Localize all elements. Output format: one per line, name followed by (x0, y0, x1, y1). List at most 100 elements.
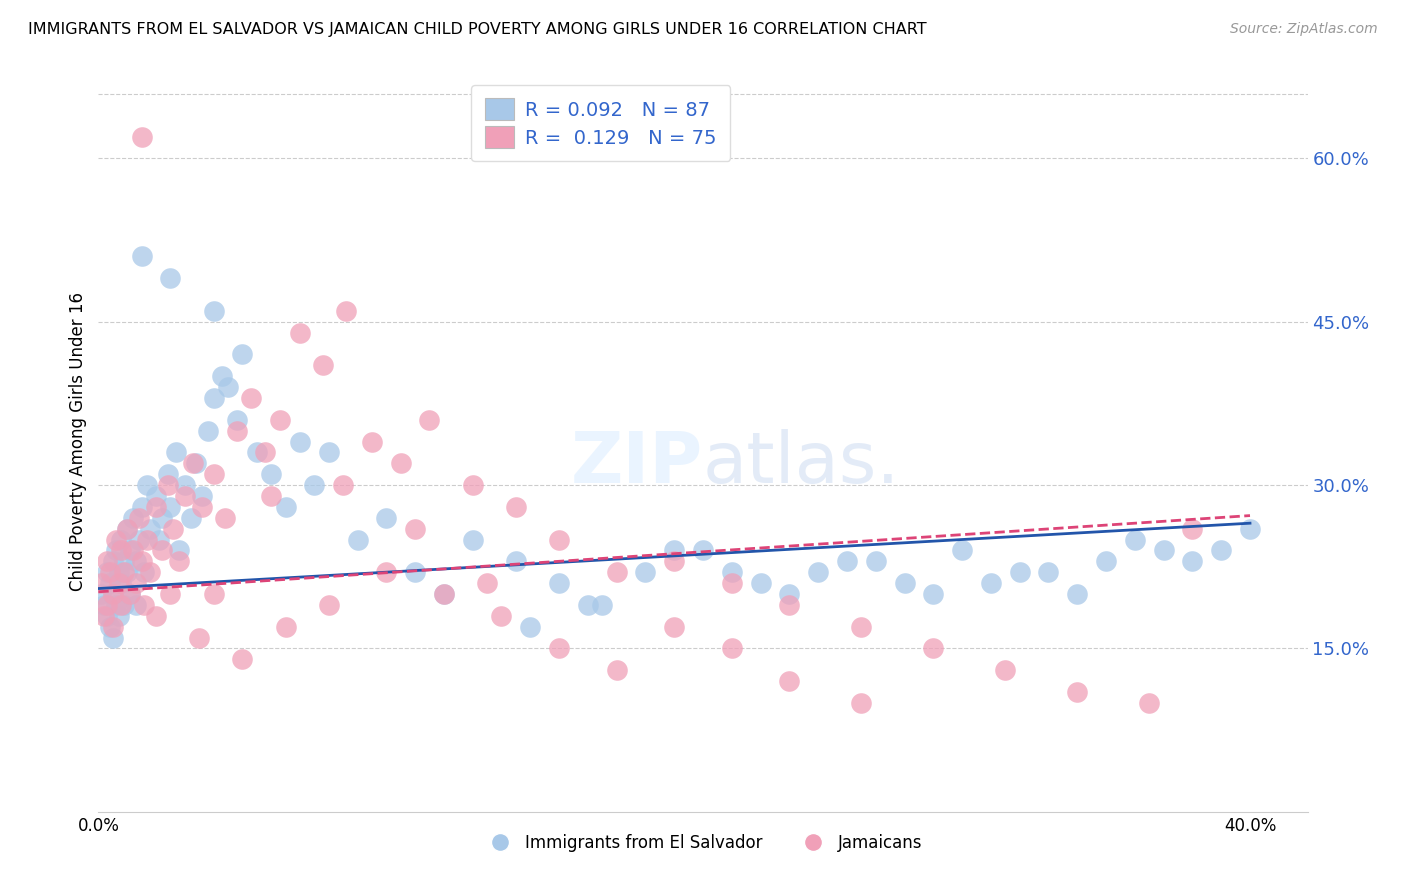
Point (807, 565, 830, 579)
Point (1137, 696, 1160, 710)
Point (159, 500, 181, 514)
Point (183, 456, 205, 470)
Point (145, 489, 167, 503)
Point (167, 543, 190, 558)
Y-axis label: Child Poverty Among Girls Under 16: Child Poverty Among Girls Under 16 (69, 292, 87, 591)
Point (720, 565, 742, 579)
Point (893, 576, 915, 591)
Point (332, 478, 354, 492)
Point (125, 576, 148, 591)
Point (778, 598, 800, 612)
Point (1181, 554, 1204, 568)
Point (312, 359, 335, 373)
Point (211, 369, 233, 384)
Point (994, 663, 1017, 677)
Point (93, 598, 115, 612)
Point (318, 445, 340, 459)
Point (519, 619, 541, 633)
Point (150, 543, 173, 558)
Point (433, 587, 456, 601)
Point (664, 554, 686, 568)
Point (101, 631, 124, 645)
Point (134, 565, 156, 579)
Point (720, 576, 742, 591)
Point (475, 576, 498, 591)
Point (188, 631, 211, 645)
Point (167, 554, 190, 568)
Point (548, 641, 571, 656)
Point (115, 522, 138, 536)
Point (173, 478, 195, 492)
Point (260, 467, 283, 482)
Point (950, 543, 973, 558)
Point (980, 576, 1002, 591)
Point (120, 587, 142, 601)
Text: ZIP: ZIP (571, 429, 703, 499)
Point (98, 565, 121, 579)
Point (851, 696, 873, 710)
Point (389, 456, 412, 470)
Point (96, 565, 118, 579)
Point (922, 587, 945, 601)
Point (1095, 554, 1118, 568)
Point (246, 445, 269, 459)
Point (104, 533, 127, 547)
Point (110, 576, 132, 591)
Point (145, 608, 167, 623)
Legend: Immigrants from El Salvador, Jamaicans: Immigrants from El Salvador, Jamaicans (477, 828, 929, 859)
Point (139, 565, 162, 579)
Point (112, 554, 135, 568)
Point (274, 619, 297, 633)
Point (634, 565, 657, 579)
Point (134, 598, 156, 612)
Point (404, 522, 426, 536)
Point (96, 608, 118, 623)
Point (664, 619, 686, 633)
Point (591, 598, 613, 612)
Point (150, 510, 173, 524)
Point (404, 565, 426, 579)
Point (90, 587, 112, 601)
Point (202, 304, 225, 318)
Point (269, 413, 291, 427)
Point (418, 413, 440, 427)
Point (749, 576, 772, 591)
Point (202, 587, 225, 601)
Point (101, 587, 124, 601)
Point (865, 554, 887, 568)
Point (606, 565, 628, 579)
Point (191, 489, 214, 503)
Point (720, 641, 742, 656)
Point (225, 424, 247, 438)
Point (231, 347, 253, 361)
Point (162, 522, 184, 536)
Point (260, 489, 283, 503)
Point (131, 129, 153, 144)
Point (115, 522, 138, 536)
Point (214, 510, 236, 524)
Point (96, 554, 118, 568)
Point (156, 467, 179, 482)
Point (110, 533, 132, 547)
Point (112, 598, 135, 612)
Point (202, 467, 225, 482)
Point (173, 489, 195, 503)
Point (1153, 543, 1175, 558)
Point (361, 434, 384, 449)
Point (125, 554, 148, 568)
Point (180, 510, 202, 524)
Point (90, 576, 112, 591)
Point (217, 380, 239, 394)
Point (1038, 565, 1060, 579)
Point (491, 608, 513, 623)
Point (461, 533, 484, 547)
Point (101, 619, 124, 633)
Point (288, 326, 311, 340)
Point (107, 576, 129, 591)
Point (110, 598, 132, 612)
Point (548, 576, 571, 591)
Point (1066, 587, 1088, 601)
Text: atlas.: atlas. (703, 429, 900, 499)
Point (346, 533, 368, 547)
Point (128, 510, 150, 524)
